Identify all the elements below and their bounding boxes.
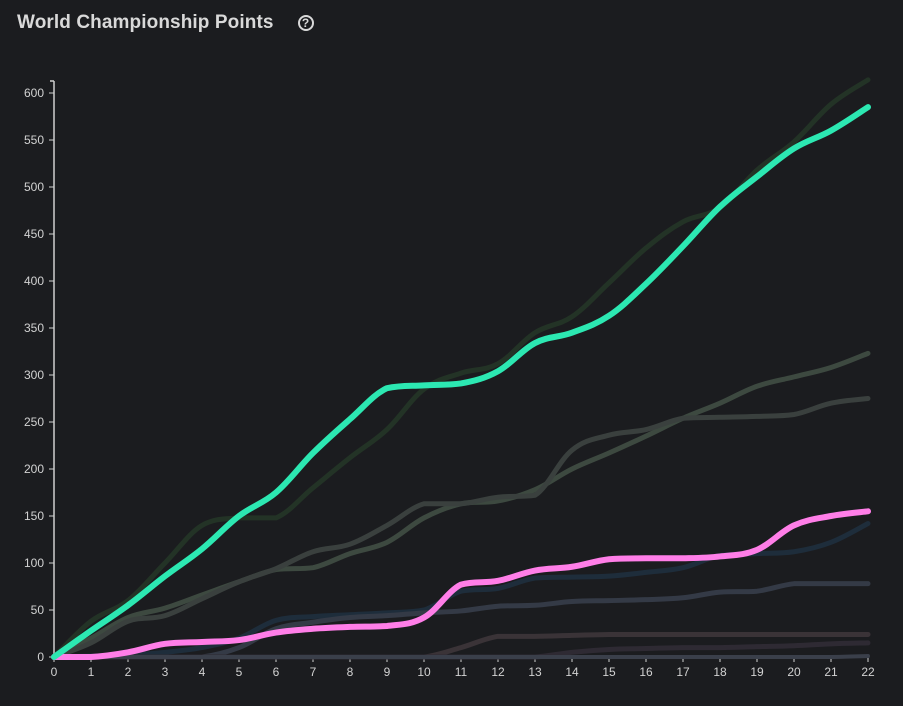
- x-tick-label: 6: [273, 665, 280, 679]
- y-tick-label: 550: [24, 133, 44, 147]
- y-tick-label: 500: [24, 180, 44, 194]
- y-tick-label: 400: [24, 274, 44, 288]
- x-tick-label: 5: [236, 665, 243, 679]
- series-line-3[interactable]: [51, 396, 871, 660]
- question-circle-icon[interactable]: ?: [297, 15, 314, 31]
- y-tick-label: 250: [24, 415, 44, 429]
- x-tick-label: 0: [51, 665, 58, 679]
- chart-lines: [51, 77, 871, 660]
- x-tick-label: 12: [491, 665, 505, 679]
- chart-header: World Championship Points ?: [17, 12, 314, 34]
- x-tick-label: 22: [861, 665, 875, 679]
- x-tick-label: 7: [310, 665, 317, 679]
- y-tick-label: 600: [24, 86, 44, 100]
- y-tick-label: 450: [24, 227, 44, 241]
- series-line-8[interactable]: [52, 654, 870, 659]
- x-tick-label: 11: [455, 665, 468, 679]
- x-tick-label: 15: [602, 665, 616, 679]
- x-tick-label: 20: [787, 665, 801, 679]
- series-line-10[interactable]: [51, 104, 871, 660]
- x-tick-label: 16: [639, 665, 653, 679]
- x-tick-label: 17: [676, 665, 690, 679]
- chart-title: World Championship Points: [17, 12, 274, 33]
- x-tick-label: 9: [384, 665, 391, 679]
- y-tick-label: 50: [31, 603, 45, 617]
- series-line-9[interactable]: [51, 508, 871, 660]
- x-tick-label: 10: [417, 665, 431, 679]
- y-tick-label: 150: [24, 509, 44, 523]
- x-tick-label: 14: [565, 665, 579, 679]
- y-tick-label: 0: [37, 650, 44, 664]
- x-tick-label: 21: [824, 665, 838, 679]
- y-tick-label: 300: [24, 368, 44, 382]
- x-tick-label: 13: [528, 665, 542, 679]
- x-tick-label: 2: [125, 665, 132, 679]
- x-tick-label: 19: [750, 665, 764, 679]
- y-tick-label: 200: [24, 462, 44, 476]
- x-tick-label: 18: [713, 665, 727, 679]
- y-tick-label: 350: [24, 321, 44, 335]
- x-tick-label: 3: [162, 665, 169, 679]
- x-tick-label: 1: [88, 665, 95, 679]
- x-tick-label: 8: [347, 665, 354, 679]
- x-tick-label: 4: [199, 665, 206, 679]
- y-tick-label: 100: [24, 556, 44, 570]
